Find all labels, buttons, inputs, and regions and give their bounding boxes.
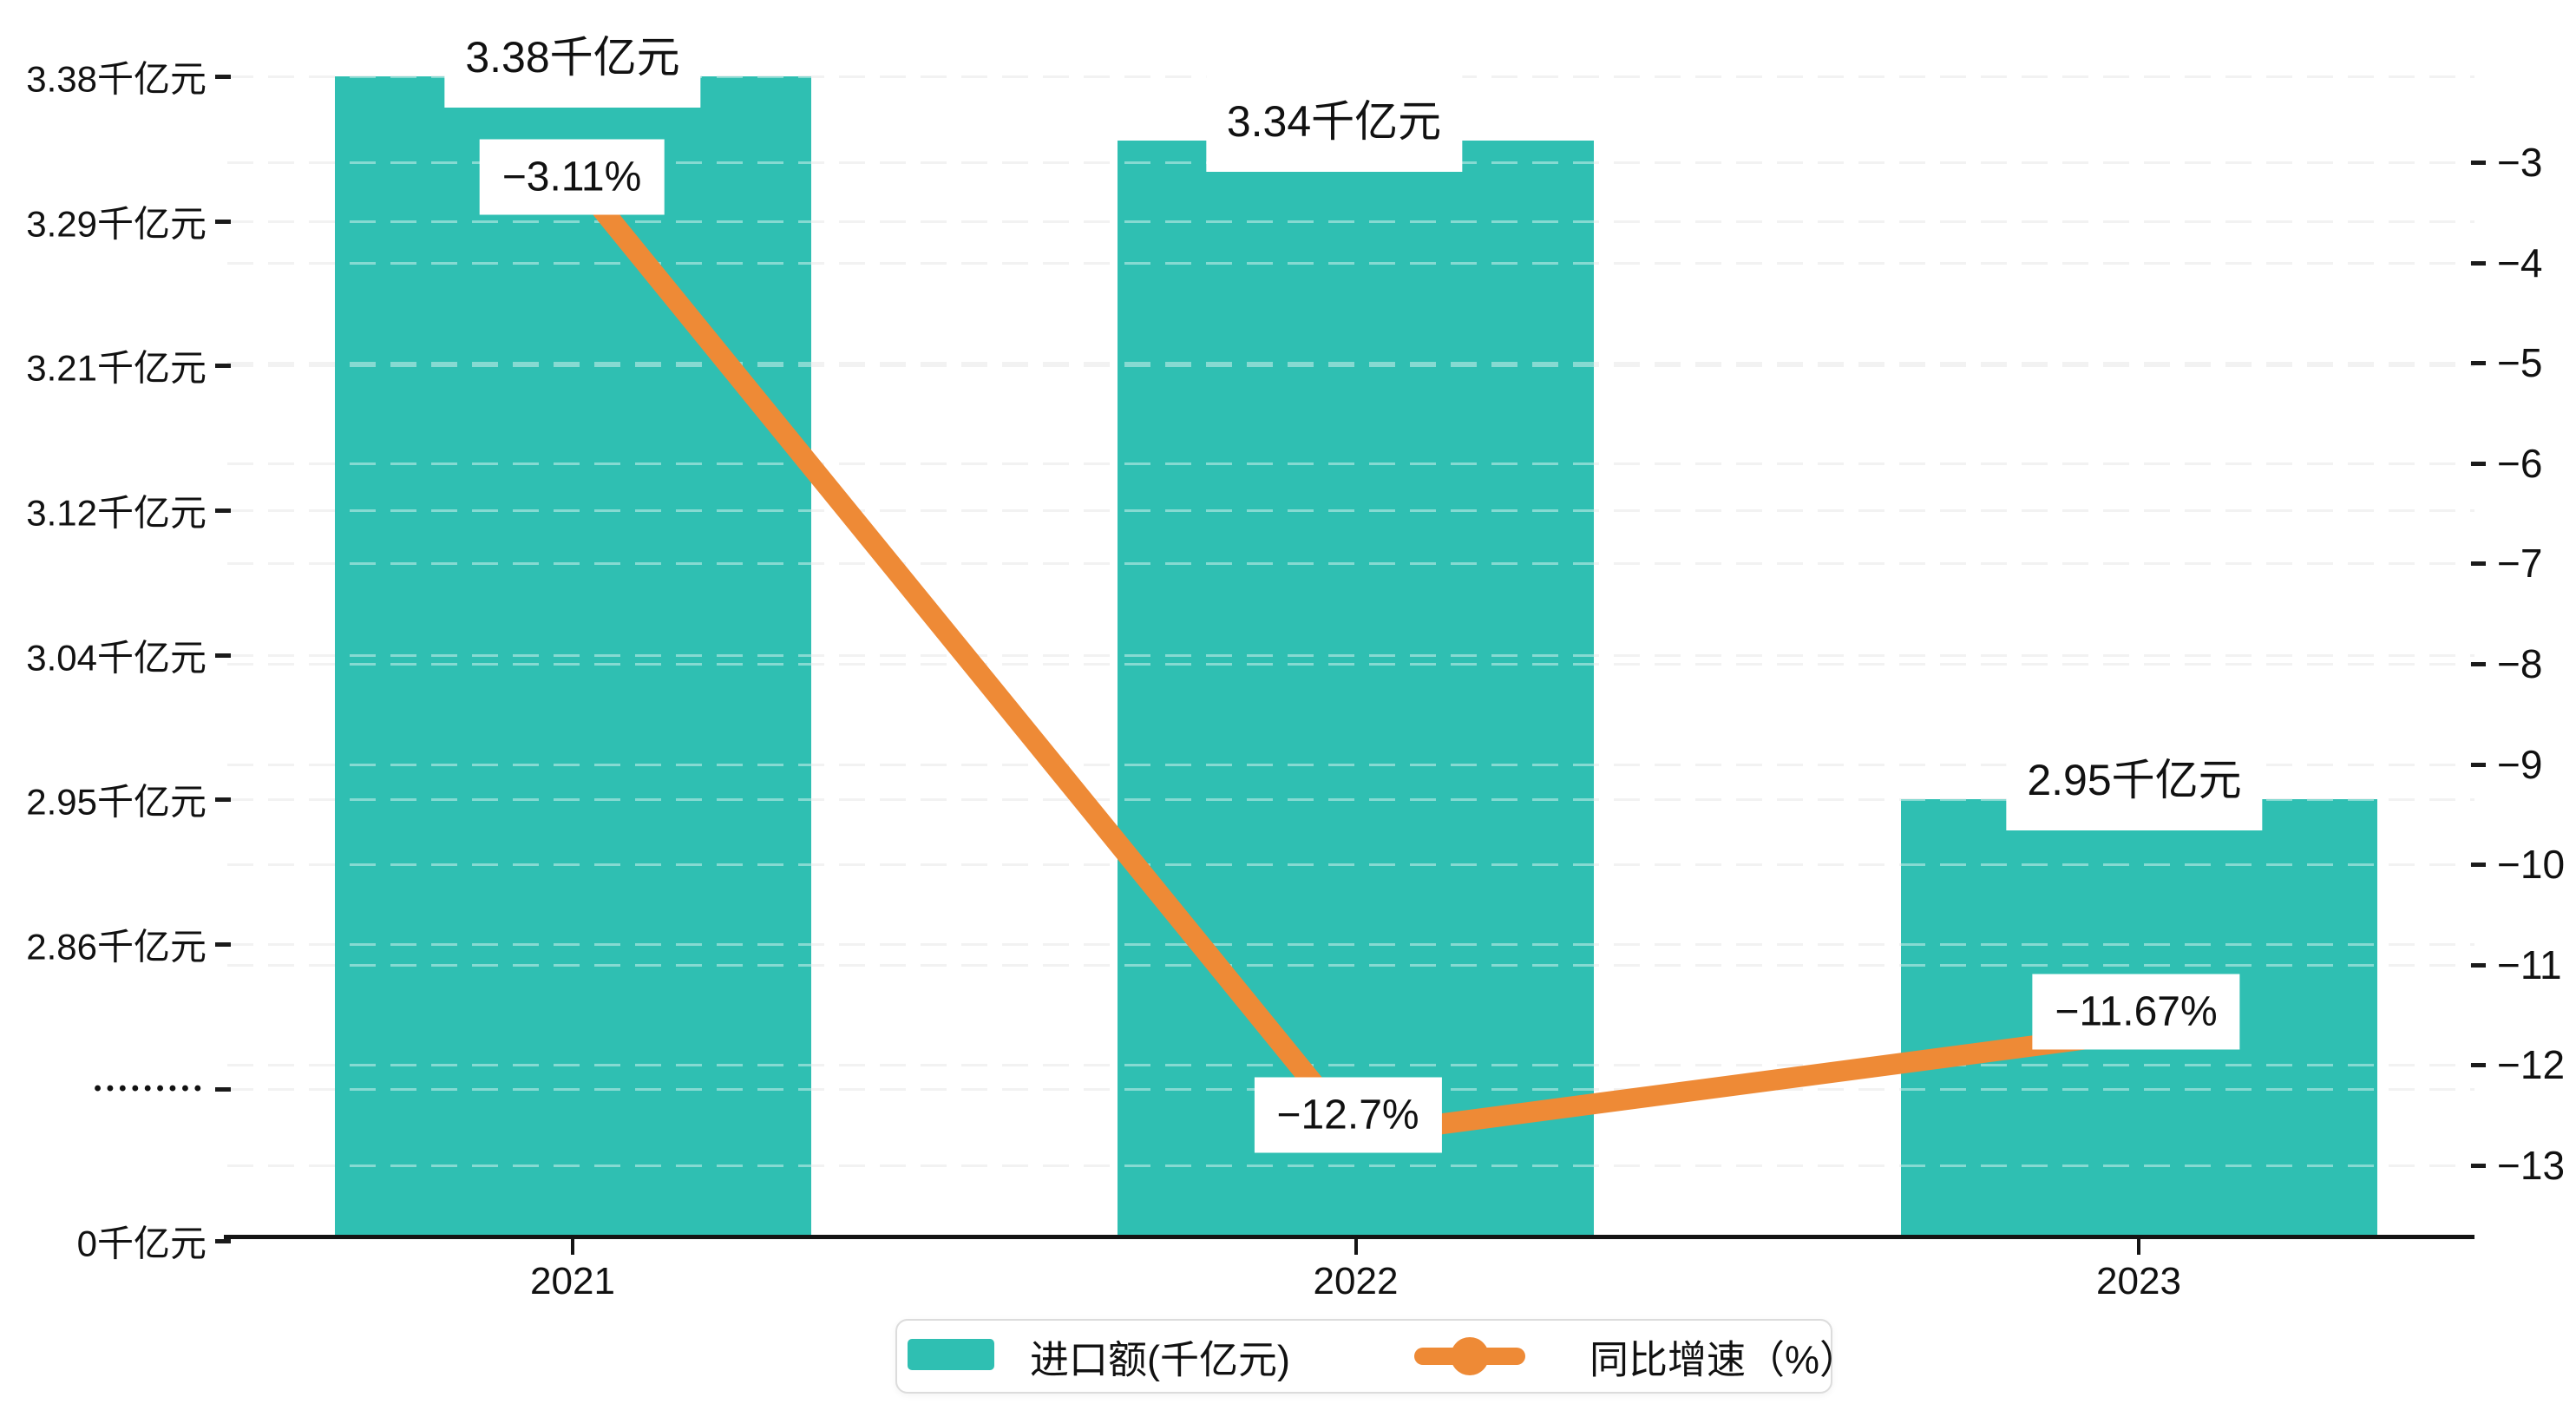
right-axis-tick-mark bbox=[2471, 161, 2486, 165]
left-axis-tick-label: 3.12千亿元 bbox=[26, 492, 206, 534]
gridline-overlay bbox=[227, 1164, 2474, 1167]
left-axis-tick-label: 3.38千亿元 bbox=[26, 58, 206, 100]
gridline-overlay bbox=[227, 1064, 2474, 1067]
gridline-overlay bbox=[227, 963, 2474, 967]
gridline-overlay bbox=[227, 462, 2474, 465]
left-axis-tick-mark bbox=[215, 364, 231, 369]
left-axis-tick-label: 2.95千亿元 bbox=[26, 781, 206, 823]
growth-value-label: −11.67% bbox=[2032, 974, 2240, 1050]
gridline-overlay bbox=[227, 763, 2474, 766]
right-axis-tick-mark bbox=[2471, 962, 2486, 968]
gridline-overlay bbox=[227, 362, 2474, 365]
import-bar-2022 bbox=[1118, 141, 1594, 1235]
left-axis-tick-mark bbox=[215, 219, 231, 224]
left-axis-tick-mark bbox=[215, 508, 231, 513]
growth-value-label: −3.11% bbox=[479, 139, 665, 215]
gridline-overlay bbox=[227, 261, 2474, 265]
gridline-overlay bbox=[227, 942, 2474, 946]
right-axis-tick-mark bbox=[2471, 260, 2486, 266]
left-axis-tick-label: 3.29千亿元 bbox=[26, 203, 206, 245]
right-axis-tick-mark bbox=[2471, 461, 2486, 466]
growth-value-label: −12.7% bbox=[1254, 1077, 1442, 1153]
right-axis-tick-label: −8 bbox=[2497, 641, 2543, 686]
left-axis-tick-mark bbox=[215, 941, 231, 947]
right-axis-tick-mark bbox=[2471, 762, 2486, 767]
x-axis-line bbox=[224, 1235, 2474, 1239]
right-axis-tick-mark bbox=[2471, 662, 2486, 666]
gridline-overlay bbox=[227, 364, 2474, 368]
left-axis-tick-label: 3.04千亿元 bbox=[26, 637, 206, 679]
left-axis-tick-mark bbox=[215, 1239, 231, 1243]
gridline-overlay bbox=[227, 663, 2474, 666]
right-axis-tick-label: −10 bbox=[2497, 842, 2566, 888]
left-axis-tick-label: 2.86千亿元 bbox=[26, 926, 206, 968]
right-axis-tick-label: −12 bbox=[2497, 1042, 2566, 1088]
right-axis-tick-mark bbox=[2471, 863, 2486, 868]
x-axis-tick-mark bbox=[1354, 1239, 1358, 1255]
left-axis-tick-mark bbox=[215, 797, 231, 803]
legend-item-yoy-growth: 同比增速（%） bbox=[1590, 1337, 1859, 1382]
right-axis-tick-mark bbox=[2471, 561, 2486, 567]
left-axis-tick-mark bbox=[215, 75, 231, 79]
right-axis-tick-label: −7 bbox=[2497, 541, 2543, 587]
bar-value-label: 3.34千亿元 bbox=[1205, 64, 1463, 173]
right-axis-tick-label: −9 bbox=[2497, 741, 2543, 787]
left-axis-scale-break: ••••••••• bbox=[94, 1076, 206, 1100]
x-axis-category-label: 2021 bbox=[530, 1260, 615, 1302]
left-axis-tick-mark bbox=[215, 653, 231, 658]
bar-value-label: 2.95千亿元 bbox=[2006, 723, 2263, 831]
right-axis-tick-label: −4 bbox=[2497, 239, 2543, 285]
legend-line-dot-icon bbox=[1451, 1337, 1489, 1375]
gridline-overlay bbox=[227, 863, 2474, 867]
gridline-overlay bbox=[227, 508, 2474, 512]
right-axis-tick-label: −3 bbox=[2497, 140, 2543, 185]
import-bar-2021 bbox=[334, 76, 811, 1235]
bar-value-label: 3.38千亿元 bbox=[444, 0, 701, 108]
x-axis-category-label: 2022 bbox=[1313, 1260, 1399, 1302]
x-axis-tick-mark bbox=[2137, 1239, 2140, 1255]
x-axis-tick-mark bbox=[571, 1239, 574, 1255]
right-axis-tick-label: −11 bbox=[2497, 941, 2562, 987]
gridline-overlay bbox=[227, 562, 2474, 566]
legend: 进口额(千亿元) 同比增速（%） bbox=[895, 1319, 1858, 1394]
right-axis-tick-label: −13 bbox=[2497, 1143, 2566, 1188]
left-axis-tick-mark bbox=[215, 1086, 231, 1092]
left-axis-tick-label: 0千亿元 bbox=[76, 1223, 206, 1264]
right-axis-tick-mark bbox=[2471, 1164, 2486, 1168]
legend-bar-swatch-icon bbox=[908, 1339, 994, 1370]
right-axis-tick-label: −5 bbox=[2497, 340, 2543, 386]
right-axis-tick-mark bbox=[2471, 361, 2486, 366]
gridline-overlay bbox=[227, 653, 2474, 657]
legend-item-import-value: 进口额(千亿元) bbox=[1030, 1337, 1290, 1382]
gridline-overlay bbox=[227, 220, 2474, 223]
x-axis-category-label: 2023 bbox=[2096, 1260, 2181, 1302]
gridline-overlay bbox=[227, 798, 2474, 802]
left-axis-tick-label: 3.21千亿元 bbox=[26, 347, 206, 389]
right-axis-tick-mark bbox=[2471, 1063, 2486, 1068]
right-axis-tick-label: −6 bbox=[2497, 440, 2543, 486]
